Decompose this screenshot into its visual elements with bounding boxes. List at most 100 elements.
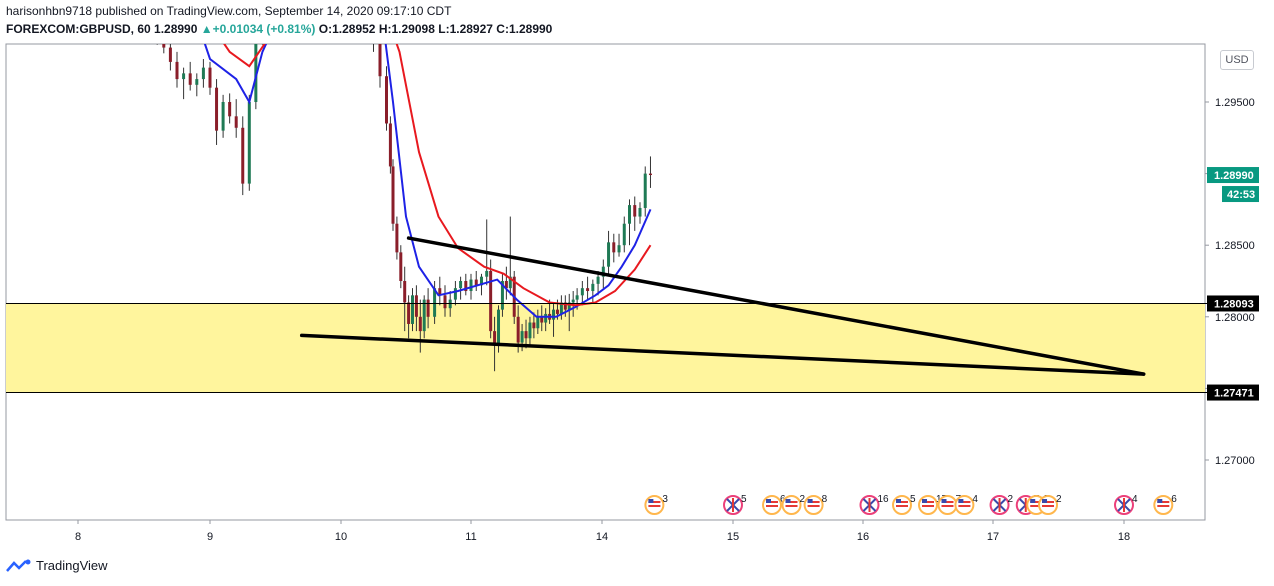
candle [500, 273, 504, 317]
event-uk-icon: 16 [859, 494, 889, 515]
lower-trendline [299, 333, 1146, 376]
candle-body [555, 309, 559, 314]
x-tick-label: 14 [596, 531, 608, 543]
candle [591, 279, 595, 303]
candle-body [596, 276, 600, 284]
candle-body [643, 173, 647, 208]
candle-body [234, 116, 238, 128]
candle-body [524, 331, 528, 339]
candle [443, 285, 447, 317]
event-count: 3 [662, 494, 668, 505]
candle [168, 44, 172, 71]
candle-body [254, 44, 258, 102]
symbol-ohlc-line: FOREXCOM:GBPUSD, 60 1.28990 ▲+0.01034 (+… [6, 22, 552, 36]
countdown-tag: 42:53 [1222, 186, 1259, 203]
symbol-label[interactable]: FOREXCOM:GBPUSD, 60 [6, 22, 151, 36]
candle [411, 288, 414, 332]
candle [559, 295, 563, 320]
candle-body [182, 73, 186, 80]
event-us-icon: 6 [1153, 494, 1177, 515]
candle-body [489, 270, 493, 332]
candle [544, 308, 548, 332]
candle [182, 67, 186, 100]
candle-body [532, 322, 536, 329]
candle-body [567, 302, 571, 310]
x-tick-label: 17 [987, 531, 999, 543]
candle [195, 73, 199, 97]
x-tick-label: 15 [727, 531, 739, 543]
candle [540, 305, 544, 332]
candle-body [215, 87, 219, 131]
event-count: 2 [1056, 494, 1062, 505]
candle [536, 309, 540, 334]
event-count: 6 [780, 494, 786, 505]
candle-body [607, 242, 611, 267]
candle-body [188, 73, 192, 85]
zone-bottom-tag-text: 1.27471 [1214, 388, 1254, 400]
candle-body [469, 279, 473, 292]
candle [474, 270, 478, 292]
candle-body [201, 67, 205, 80]
candle-body [485, 270, 489, 277]
candle-body [247, 102, 251, 184]
plot-frame [5, 43, 1206, 521]
footer-brand[interactable]: TradingView [6, 558, 108, 573]
zone-top-tag-text: 1.28093 [1214, 298, 1254, 310]
high-value: 1.29098 [391, 22, 435, 36]
event-count: 2 [800, 494, 806, 505]
candle [395, 216, 399, 260]
open-label: O: [318, 22, 333, 36]
candle [201, 59, 205, 88]
candle-body [221, 102, 225, 131]
candle [247, 94, 251, 191]
brand-name: TradingView [36, 558, 108, 573]
zone-top-tag: 1.28093 [1207, 295, 1259, 312]
x-tick-label: 18 [1118, 531, 1130, 543]
y-tick-label: 1.27000 [1215, 455, 1255, 467]
candle [228, 93, 232, 124]
candle-body [508, 276, 512, 289]
event-us-icon: 8 [803, 494, 828, 515]
candle [385, 66, 388, 131]
event-us-icon: 6 [762, 494, 786, 515]
candle-body [407, 302, 411, 324]
candle [464, 273, 468, 296]
candle-body [403, 281, 407, 303]
candle-body [395, 223, 399, 253]
y-axis: 1.270001.275001.280001.285001.290001.295… [1205, 97, 1255, 467]
candle [418, 299, 422, 353]
low-label: L: [438, 22, 450, 36]
last-price-tag: 1.28990 [1207, 167, 1259, 184]
candle-body [168, 47, 172, 62]
event-uk-icon: 4 [1114, 494, 1138, 515]
price-change: +0.01034 (+0.81%) [212, 22, 316, 36]
candle-body [411, 295, 414, 324]
currency-button[interactable]: USD [1220, 50, 1254, 70]
event-count: 4 [972, 494, 978, 505]
candle-body [175, 61, 179, 80]
candle [504, 266, 508, 300]
candle-body [571, 299, 575, 303]
candle [524, 319, 528, 349]
candle-body [195, 79, 199, 85]
candle [438, 276, 442, 306]
candle-body [399, 252, 403, 281]
candle [403, 266, 407, 332]
candle-body [388, 123, 392, 167]
candle-body [464, 281, 468, 292]
candle-body [591, 283, 595, 292]
candle-body [474, 279, 478, 286]
x-axis: 8 9 10 11 14 15 16 17 18 [75, 520, 1130, 543]
candle-body [391, 166, 395, 224]
candle-body [497, 309, 501, 346]
candle [388, 116, 392, 174]
x-tick-label: 8 [75, 531, 81, 543]
candle [162, 44, 166, 54]
event-uk-icon: 5 [723, 494, 747, 515]
last-price-tag-text: 1.28990 [1214, 170, 1254, 182]
candle-body [580, 288, 584, 296]
candle [241, 116, 245, 196]
candle-body [601, 266, 605, 277]
candle [453, 281, 457, 306]
